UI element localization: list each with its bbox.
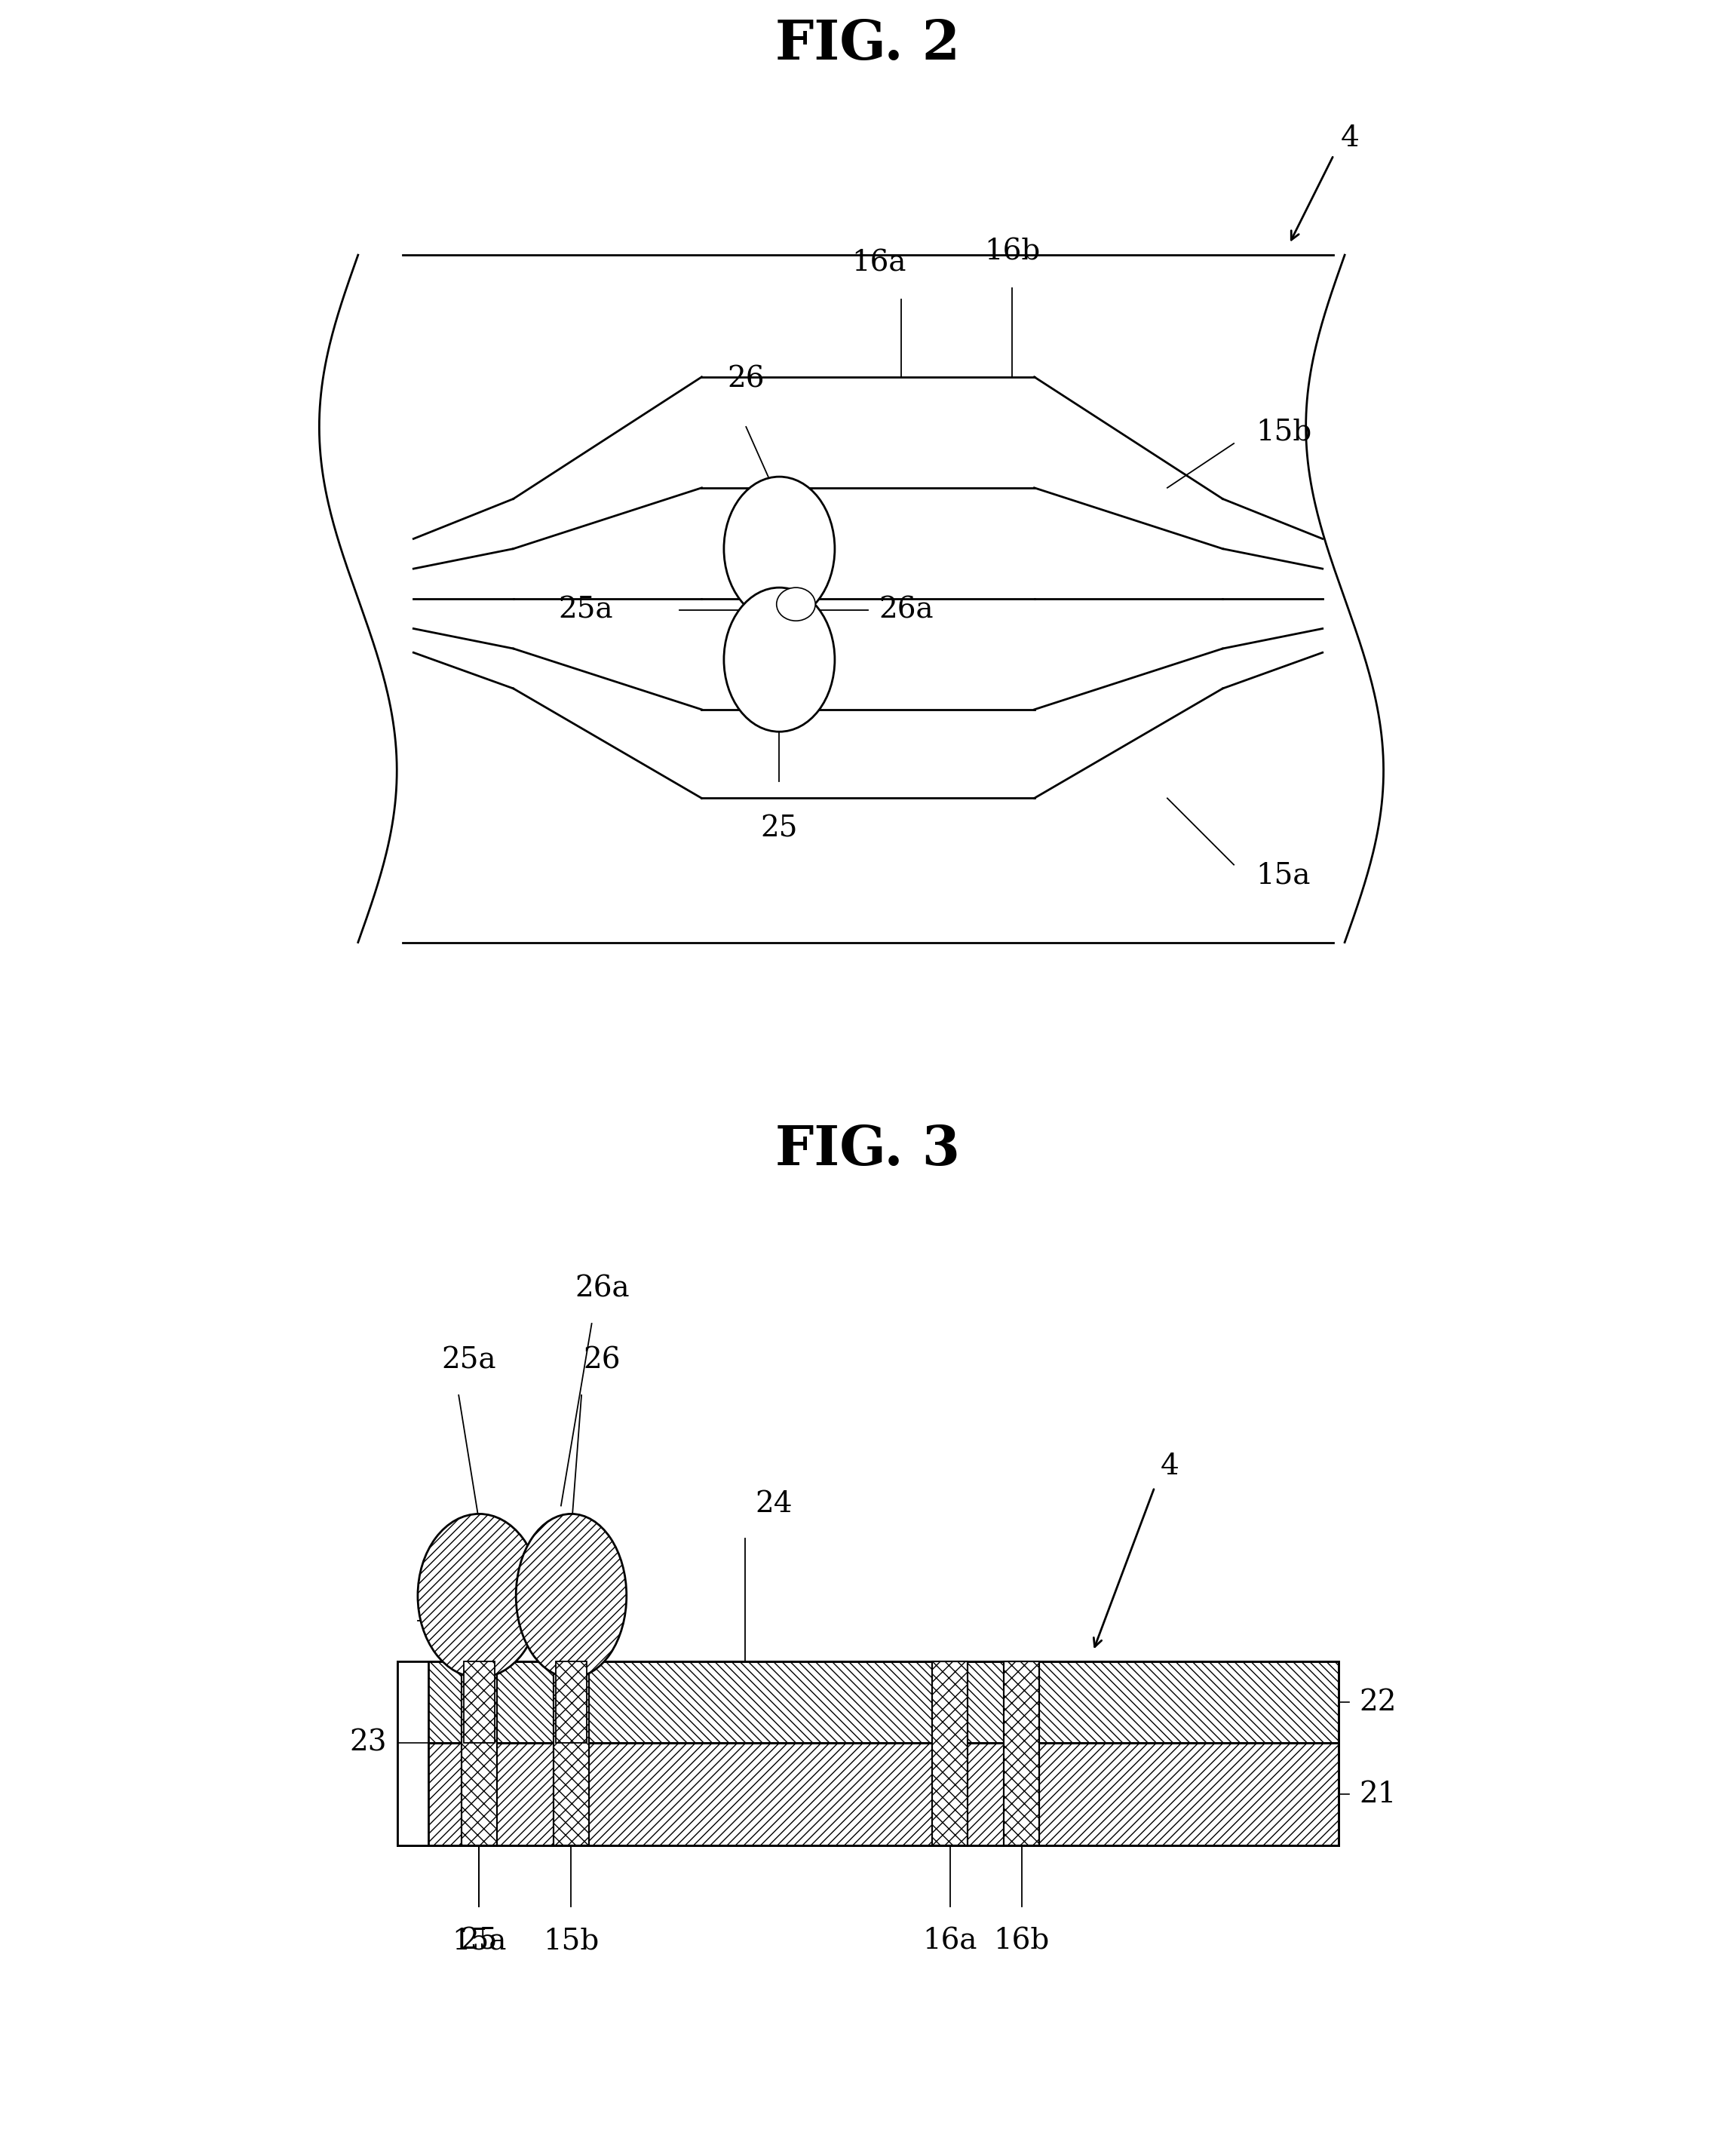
Text: 25: 25: [460, 1927, 498, 1955]
Text: 16b: 16b: [993, 1927, 1050, 1955]
Text: 15a: 15a: [451, 1927, 507, 1955]
Text: 22: 22: [1359, 1689, 1396, 1716]
Text: 15b: 15b: [1257, 418, 1312, 446]
Text: 4: 4: [1160, 1452, 1179, 1482]
Text: 16b: 16b: [984, 239, 1040, 266]
Bar: [554, 1661, 589, 1846]
Ellipse shape: [418, 1514, 540, 1678]
Text: 26: 26: [727, 367, 766, 394]
Text: 24: 24: [755, 1490, 793, 1518]
Text: 25: 25: [760, 814, 799, 842]
Text: 26a: 26a: [878, 595, 934, 625]
Bar: [1003, 1661, 1040, 1846]
Bar: [932, 1661, 967, 1846]
Bar: [556, 1661, 587, 1744]
Ellipse shape: [516, 1514, 627, 1678]
Text: 15a: 15a: [1257, 861, 1311, 889]
Text: 16a: 16a: [852, 249, 906, 277]
Bar: [398, 1744, 1338, 1846]
Text: 25a: 25a: [441, 1347, 496, 1375]
Text: 4: 4: [1340, 124, 1359, 154]
Text: 26a: 26a: [575, 1275, 630, 1303]
Ellipse shape: [776, 588, 816, 620]
Text: 25a: 25a: [559, 595, 613, 625]
Text: FIG. 3: FIG. 3: [776, 1124, 960, 1177]
Bar: [398, 1661, 1338, 1744]
Text: 16a: 16a: [922, 1927, 977, 1955]
Text: 26: 26: [583, 1347, 620, 1375]
Text: 23: 23: [349, 1729, 387, 1757]
Ellipse shape: [724, 588, 835, 731]
Bar: [462, 1661, 496, 1846]
Ellipse shape: [724, 478, 835, 620]
Text: 21: 21: [1359, 1780, 1396, 1808]
Bar: [398, 1661, 429, 1846]
Bar: [464, 1661, 495, 1744]
Text: 15b: 15b: [543, 1927, 599, 1955]
Text: FIG. 2: FIG. 2: [776, 17, 960, 70]
